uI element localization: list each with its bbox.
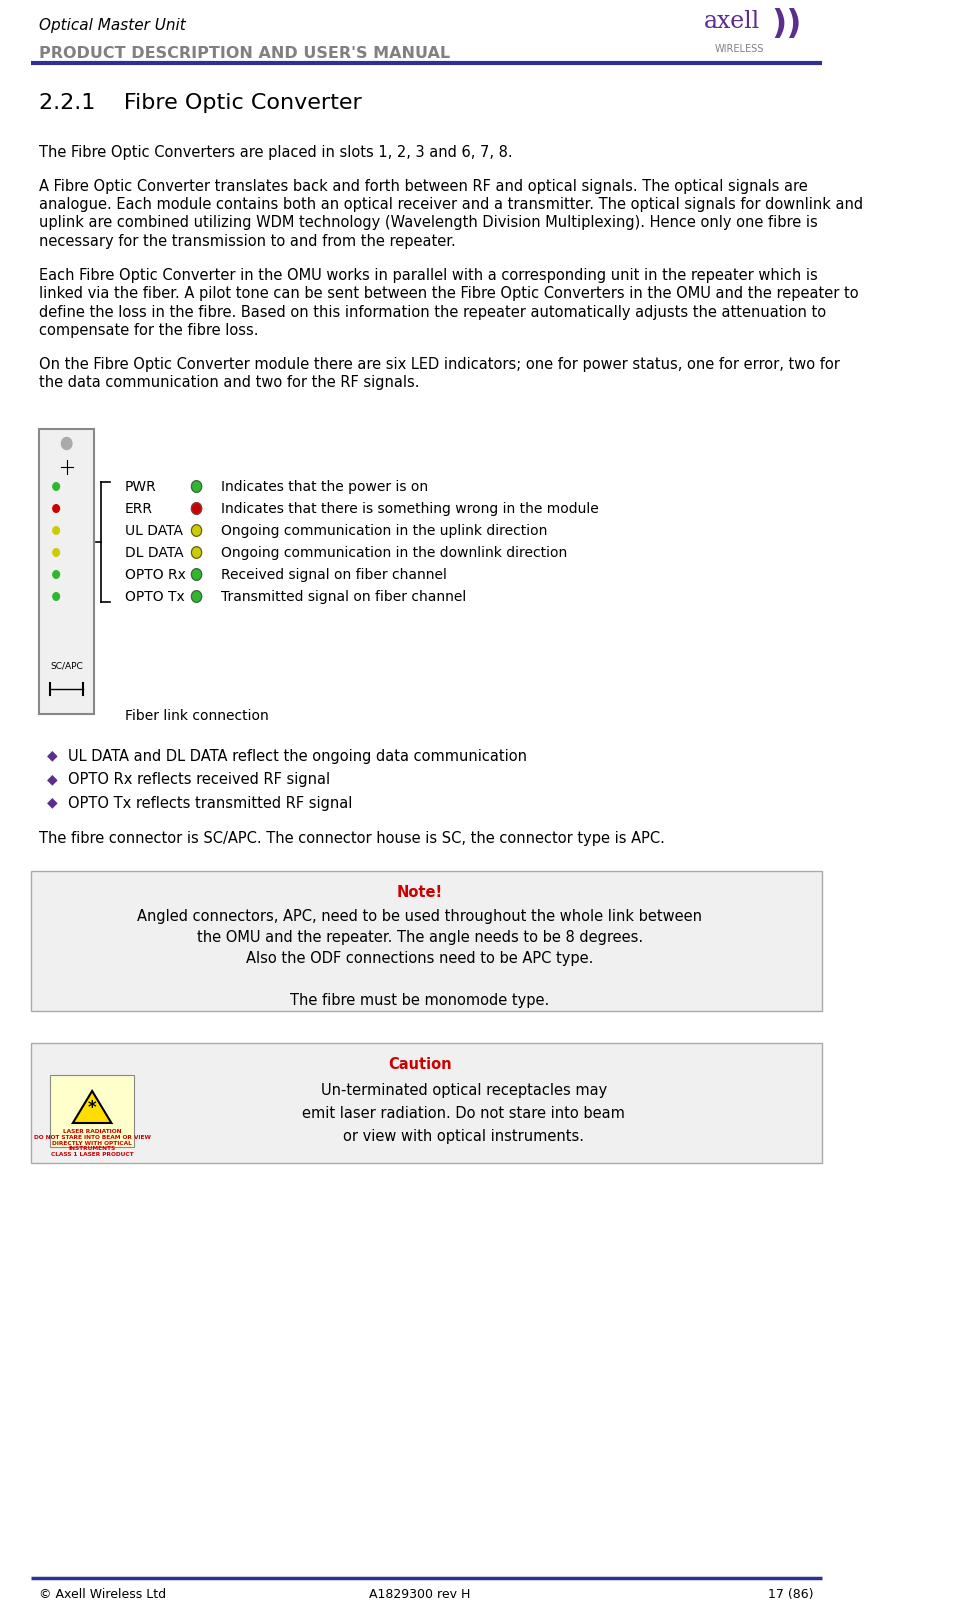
Text: ◆: ◆ bbox=[47, 771, 57, 786]
Circle shape bbox=[191, 525, 202, 536]
FancyBboxPatch shape bbox=[39, 428, 94, 713]
Text: A Fibre Optic Converter translates back and forth between RF and optical signals: A Fibre Optic Converter translates back … bbox=[39, 179, 809, 194]
Circle shape bbox=[191, 481, 202, 492]
Text: emit laser radiation. Do not stare into beam: emit laser radiation. Do not stare into … bbox=[302, 1106, 625, 1122]
Text: UL DATA: UL DATA bbox=[124, 523, 183, 537]
FancyBboxPatch shape bbox=[50, 1075, 134, 1148]
Text: necessary for the transmission to and from the repeater.: necessary for the transmission to and fr… bbox=[39, 234, 456, 249]
Text: *: * bbox=[88, 1099, 97, 1117]
Text: Ongoing communication in the downlink direction: Ongoing communication in the downlink di… bbox=[221, 546, 568, 560]
Text: linked via the fiber. A pilot tone can be sent between the Fibre Optic Converter: linked via the fiber. A pilot tone can b… bbox=[39, 286, 859, 300]
Circle shape bbox=[53, 592, 59, 600]
Text: Received signal on fiber channel: Received signal on fiber channel bbox=[221, 568, 447, 581]
Text: compensate for the fibre loss.: compensate for the fibre loss. bbox=[39, 323, 259, 337]
Text: Indicates that the power is on: Indicates that the power is on bbox=[221, 479, 428, 494]
Text: Each Fibre Optic Converter in the OMU works in parallel with a corresponding uni: Each Fibre Optic Converter in the OMU wo… bbox=[39, 268, 818, 282]
Circle shape bbox=[53, 483, 59, 491]
Text: On the Fibre Optic Converter module there are six LED indicators; one for power : On the Fibre Optic Converter module ther… bbox=[39, 357, 840, 371]
Text: PRODUCT DESCRIPTION AND USER'S MANUAL: PRODUCT DESCRIPTION AND USER'S MANUAL bbox=[39, 47, 451, 61]
Text: 2.2.1    Fibre Optic Converter: 2.2.1 Fibre Optic Converter bbox=[39, 94, 363, 113]
Text: uplink are combined utilizing WDM technology (Wavelength Division Multiplexing).: uplink are combined utilizing WDM techno… bbox=[39, 216, 818, 231]
Text: OPTO Tx reflects transmitted RF signal: OPTO Tx reflects transmitted RF signal bbox=[68, 796, 352, 810]
Circle shape bbox=[53, 526, 59, 534]
Circle shape bbox=[191, 591, 202, 602]
Text: The fibre must be monomode type.: The fibre must be monomode type. bbox=[290, 993, 549, 1009]
Text: SC/APC: SC/APC bbox=[51, 662, 83, 670]
Text: Note!: Note! bbox=[397, 884, 443, 901]
Text: OPTO Rx reflects received RF signal: OPTO Rx reflects received RF signal bbox=[68, 771, 329, 788]
Text: PWR: PWR bbox=[124, 479, 156, 494]
Text: ◆: ◆ bbox=[47, 796, 57, 810]
Text: Caution: Caution bbox=[388, 1057, 452, 1072]
Text: ◆: ◆ bbox=[47, 749, 57, 762]
Text: 17 (86): 17 (86) bbox=[768, 1588, 813, 1601]
Circle shape bbox=[61, 437, 72, 450]
Circle shape bbox=[53, 505, 59, 512]
Text: or view with optical instruments.: or view with optical instruments. bbox=[344, 1130, 584, 1144]
Circle shape bbox=[191, 568, 202, 581]
Circle shape bbox=[191, 502, 202, 515]
Text: Optical Master Unit: Optical Master Unit bbox=[39, 18, 187, 32]
Circle shape bbox=[53, 571, 59, 578]
FancyBboxPatch shape bbox=[31, 1043, 822, 1164]
Text: © Axell Wireless Ltd: © Axell Wireless Ltd bbox=[39, 1588, 167, 1601]
Circle shape bbox=[53, 549, 59, 557]
Text: axell: axell bbox=[703, 10, 760, 32]
Text: LASER RADIATION
DO NOT STARE INTO BEAM OR VIEW
DIRECTLY WITH OPTICAL
INSTRUMENTS: LASER RADIATION DO NOT STARE INTO BEAM O… bbox=[33, 1130, 150, 1157]
Text: )): )) bbox=[771, 8, 802, 40]
Text: OPTO Tx: OPTO Tx bbox=[124, 589, 185, 604]
Text: Fiber link connection: Fiber link connection bbox=[124, 709, 268, 723]
Text: A1829300 rev H: A1829300 rev H bbox=[369, 1588, 471, 1601]
Text: the OMU and the repeater. The angle needs to be 8 degrees.: the OMU and the repeater. The angle need… bbox=[197, 930, 643, 946]
Text: ERR: ERR bbox=[124, 502, 152, 515]
Text: analogue. Each module contains both an optical receiver and a transmitter. The o: analogue. Each module contains both an o… bbox=[39, 197, 863, 211]
Text: DL DATA: DL DATA bbox=[124, 546, 183, 560]
Text: Also the ODF connections need to be APC type.: Also the ODF connections need to be APC … bbox=[246, 951, 593, 967]
Text: UL DATA and DL DATA reflect the ongoing data communication: UL DATA and DL DATA reflect the ongoing … bbox=[68, 749, 526, 763]
Text: Angled connectors, APC, need to be used throughout the whole link between: Angled connectors, APC, need to be used … bbox=[138, 909, 702, 923]
Text: OPTO Rx: OPTO Rx bbox=[124, 568, 186, 581]
Text: Indicates that there is something wrong in the module: Indicates that there is something wrong … bbox=[221, 502, 599, 515]
Text: Un-terminated optical receptacles may: Un-terminated optical receptacles may bbox=[321, 1083, 607, 1098]
Text: The Fibre Optic Converters are placed in slots 1, 2, 3 and 6, 7, 8.: The Fibre Optic Converters are placed in… bbox=[39, 145, 513, 160]
Circle shape bbox=[191, 547, 202, 558]
Text: the data communication and two for the RF signals.: the data communication and two for the R… bbox=[39, 374, 420, 391]
Text: Ongoing communication in the uplink direction: Ongoing communication in the uplink dire… bbox=[221, 523, 547, 537]
Text: The fibre connector is SC/APC. The connector house is SC, the connector type is : The fibre connector is SC/APC. The conne… bbox=[39, 831, 665, 846]
Text: WIRELESS: WIRELESS bbox=[715, 44, 765, 53]
Text: define the loss in the fibre. Based on this information the repeater automatical: define the loss in the fibre. Based on t… bbox=[39, 305, 827, 320]
FancyBboxPatch shape bbox=[31, 872, 822, 1010]
Polygon shape bbox=[73, 1091, 111, 1123]
Text: Transmitted signal on fiber channel: Transmitted signal on fiber channel bbox=[221, 589, 466, 604]
